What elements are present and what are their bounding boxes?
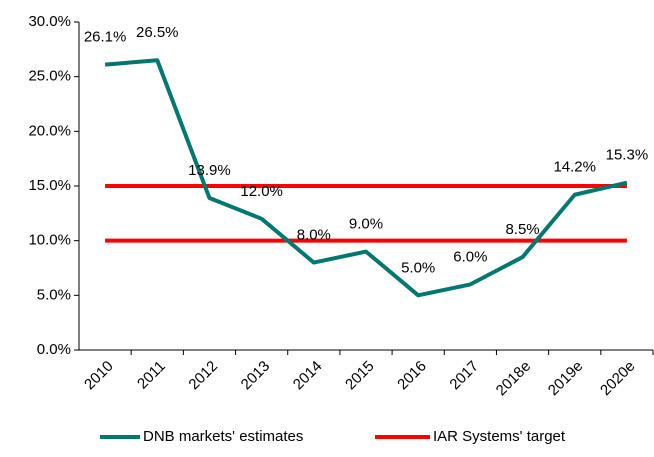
y-tick-label: 30.0% [28,13,71,30]
data-label: 15.3% [606,147,649,164]
x-tick-label: 2012 [185,358,221,394]
x-tick-label: 2010 [81,358,117,394]
data-label: 26.5% [136,24,179,41]
x-tick-label: 2016 [394,358,430,394]
data-label: 12.0% [240,183,283,200]
data-label: 5.0% [401,259,435,276]
data-label: 26.1% [84,29,127,46]
data-label: 6.0% [453,248,487,265]
x-tick-label: 2011 [134,358,169,393]
legend-label: IAR Systems' target [433,428,566,445]
y-tick-label: 0.0% [37,341,71,358]
legend-label: DNB markets' estimates [143,428,303,445]
y-tick-label: 15.0% [28,177,71,194]
y-tick-label: 20.0% [28,122,71,139]
data-label: 14.2% [553,159,596,176]
x-tick-label: 2017 [446,358,482,394]
x-tick-label: 2015 [342,358,378,394]
x-tick-label: 2019e [545,358,587,400]
y-tick-label: 25.0% [28,68,71,85]
data-label: 8.5% [505,221,539,238]
y-tick-label: 10.0% [28,232,71,249]
data-label: 13.9% [188,162,231,179]
x-tick-label: 2020e [597,358,639,400]
data-label: 9.0% [349,216,383,233]
y-tick-label: 5.0% [37,286,71,303]
x-tick-label: 2018e [493,358,535,400]
data-label: 8.0% [297,227,331,244]
x-tick-label: 2014 [290,358,326,394]
series-line [104,58,628,298]
x-tick-label: 2013 [238,358,274,394]
